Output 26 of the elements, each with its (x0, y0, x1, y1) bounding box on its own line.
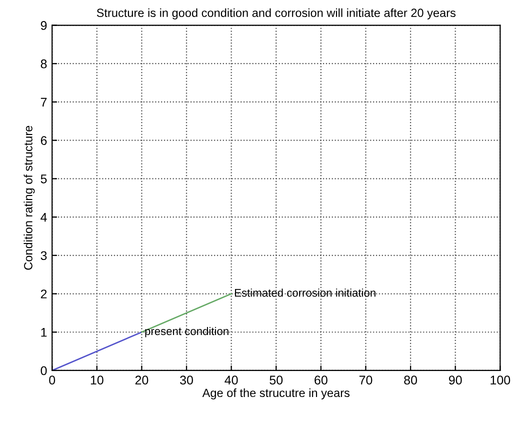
annotation: present condition (145, 326, 228, 338)
y-tick-label: 1 (41, 328, 47, 337)
x-tick-label: 90 (448, 376, 462, 385)
y-tick-label: 4 (40, 212, 47, 222)
y-tick-label: 0 (40, 366, 47, 376)
x-tick-label: 50 (270, 376, 283, 385)
x-tick-label: 40 (224, 376, 238, 385)
y-tick-label: 7 (40, 98, 47, 107)
y-tick-label: 3 (40, 251, 47, 260)
x-tick-label: 100 (490, 376, 510, 385)
y-tick-label: 6 (40, 136, 47, 145)
x-tick-label: 20 (135, 376, 148, 385)
chart-title: Structure is in good condition and corrosion will initiate after 20 years (96, 8, 456, 20)
y-tick-label: 5 (40, 174, 47, 184)
x-tick-label: 60 (314, 376, 328, 385)
x-tick-label: 70 (359, 376, 372, 385)
x-tick-label: 30 (180, 376, 193, 385)
x-tick-label: 0 (49, 376, 56, 385)
y-tick-label: 8 (40, 59, 47, 68)
x-tick-label: 10 (90, 376, 104, 385)
x-tick-label: 80 (404, 376, 418, 385)
x-axis-title: Age of the strucutre in years (202, 388, 350, 400)
y-axis-title: Condition rating of structure (24, 126, 35, 270)
y-tick-label: 2 (40, 290, 47, 298)
annotation: Estimated corrosion initiation (235, 288, 376, 297)
y-tick-label: 9 (40, 21, 47, 30)
